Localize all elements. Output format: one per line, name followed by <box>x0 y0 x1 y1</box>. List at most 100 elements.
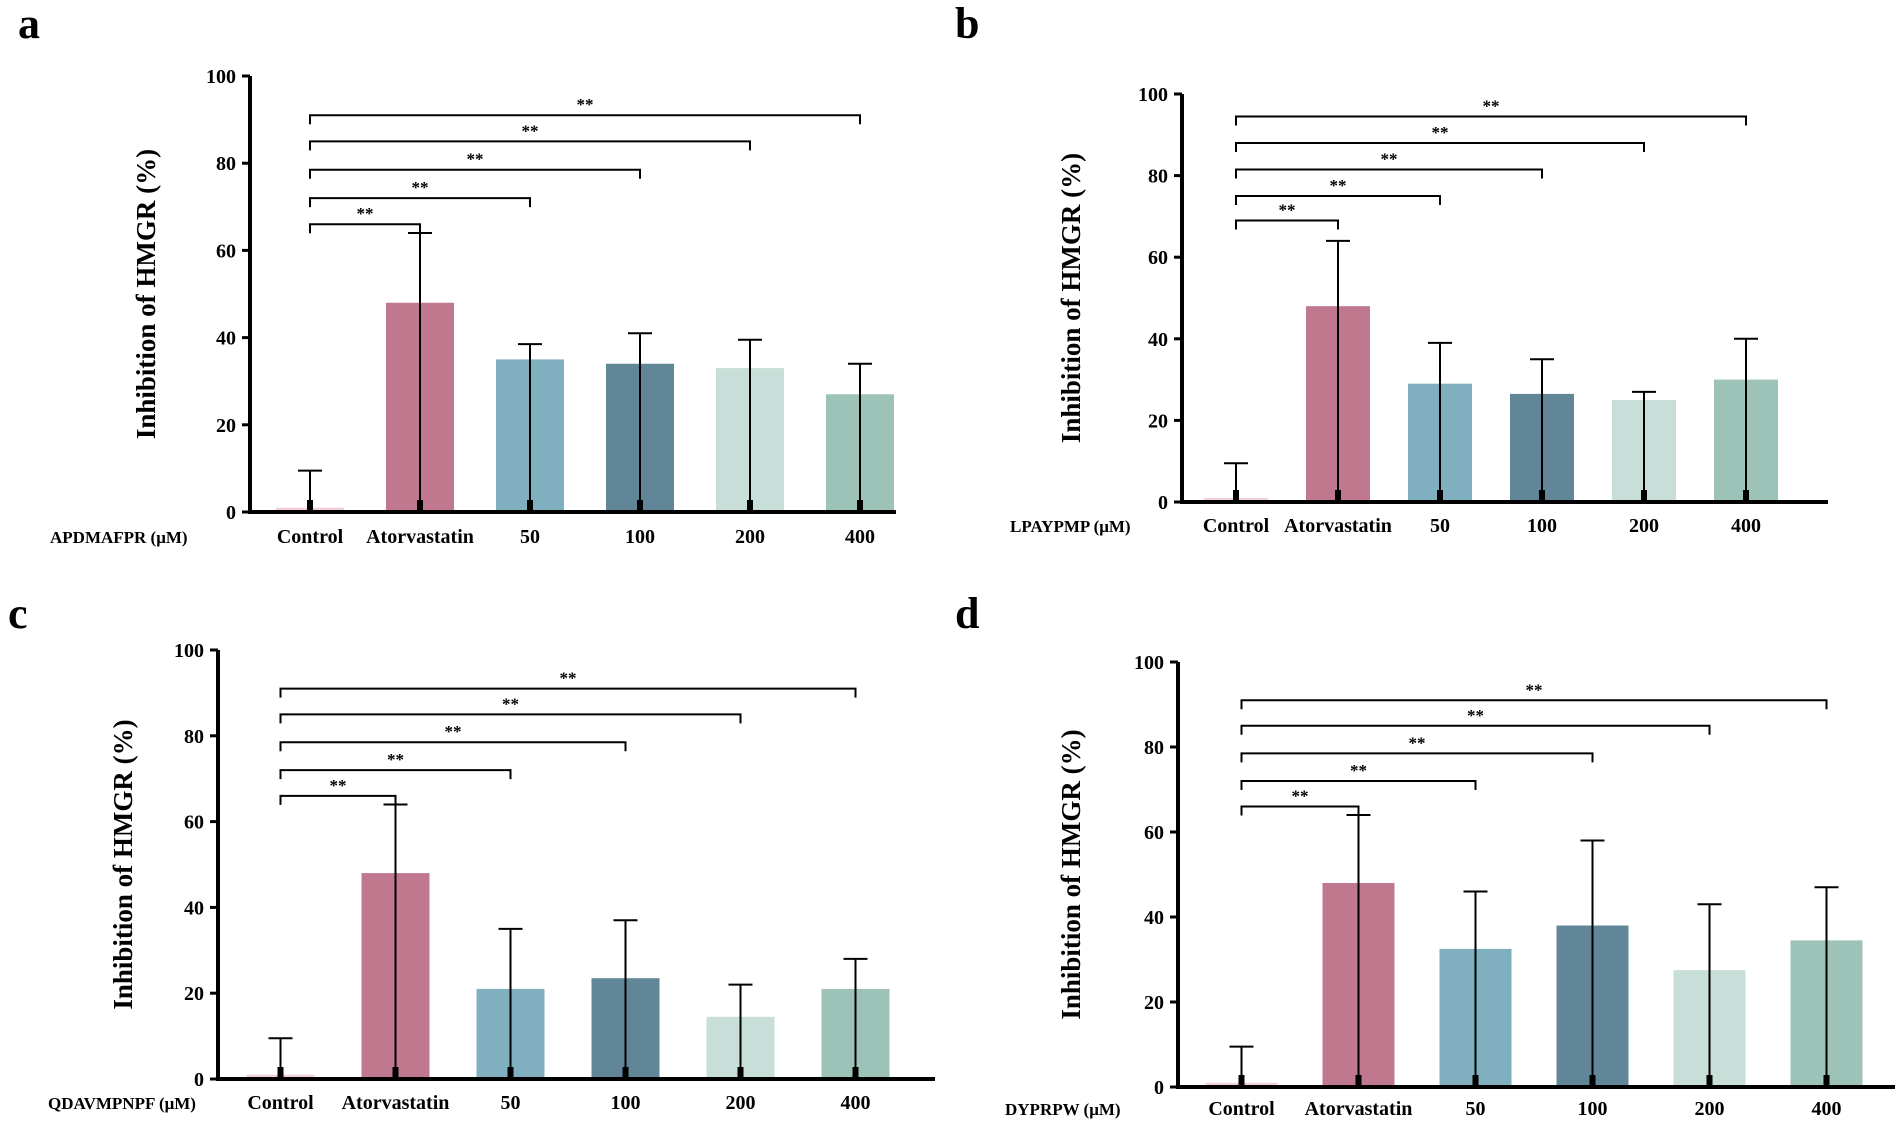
x-tick-label: 50 <box>501 1092 521 1114</box>
y-tick-label: 80 <box>184 726 204 748</box>
significance-bracket <box>279 769 512 780</box>
significance-bracket <box>1240 752 1594 763</box>
significance-label: ** <box>560 669 577 688</box>
x-axis-label: DYPRPW (μM) <box>1005 1100 1121 1119</box>
bar-base-marker <box>1472 1075 1479 1087</box>
significance-label: ** <box>357 204 374 223</box>
bar-base-marker <box>307 500 313 512</box>
x-tick-label: Control <box>277 526 344 548</box>
x-tick-label: Atorvastatin <box>342 1092 450 1114</box>
x-tick-label: 200 <box>726 1092 756 1114</box>
significance-label: ** <box>1526 680 1543 699</box>
significance-label: ** <box>412 178 429 197</box>
bar-base-marker <box>1823 1075 1830 1087</box>
significance-label: ** <box>445 722 462 741</box>
x-tick-label: 50 <box>520 526 540 548</box>
y-tick-label: 40 <box>184 897 204 919</box>
panel-a: a Inhibition of HMGR (%) 0 20 40 60 80 100 Contr… <box>18 0 896 548</box>
bar-base-marker <box>622 1067 629 1079</box>
significance-bracket <box>309 168 641 179</box>
significance-bracket <box>1235 115 1747 126</box>
significance-bracket <box>279 794 397 805</box>
bar-base-marker <box>857 500 863 512</box>
x-axis-label: APDMAFPR (μM) <box>50 528 188 547</box>
x-axis-label: LPAYPMP (μM) <box>1010 517 1131 536</box>
bar-base-marker <box>1743 490 1749 502</box>
y-tick-label: 80 <box>1148 166 1168 188</box>
y-axis-label: Inhibition of HMGR (%) <box>1056 729 1086 1019</box>
x-tick-label: Control <box>247 1092 314 1114</box>
significance-bracket <box>309 114 861 125</box>
significance-bracket <box>1240 724 1711 735</box>
significance-label: ** <box>1330 176 1347 195</box>
significance-bracket <box>309 223 421 234</box>
significance-label: ** <box>387 750 404 769</box>
panel-letter: a <box>18 0 40 48</box>
x-tick-label: 200 <box>735 526 765 548</box>
significance-bracket <box>1235 168 1543 179</box>
significance-label: ** <box>1381 149 1398 168</box>
bar-base-marker <box>1539 490 1545 502</box>
y-tick-label: 100 <box>206 66 236 88</box>
bar-base-marker <box>1335 490 1341 502</box>
x-tick-label: 200 <box>1629 515 1659 537</box>
x-tick-label: 50 <box>1466 1098 1486 1120</box>
significance-label: ** <box>502 694 519 713</box>
significance-label: ** <box>467 150 484 169</box>
x-tick-label: Control <box>1208 1098 1275 1120</box>
significance-bracket <box>1240 780 1477 790</box>
x-tick-label: Atorvastatin <box>1284 515 1392 537</box>
x-tick-label: 400 <box>845 526 875 548</box>
significance-bracket <box>1240 805 1360 816</box>
panel-d: d Inhibition of HMGR (%) 0 20 40 60 80 100 Contr… <box>955 589 1895 1120</box>
significance-bracket <box>1235 195 1441 205</box>
bar-base-marker <box>527 500 533 512</box>
y-tick-label: 20 <box>1148 410 1168 432</box>
x-tick-label: 100 <box>1578 1098 1608 1120</box>
x-tick-label: 400 <box>841 1092 871 1114</box>
y-tick-label: 80 <box>216 153 236 175</box>
y-tick-label: 60 <box>1148 247 1168 269</box>
significance-bracket <box>1235 219 1339 230</box>
y-tick-label: 20 <box>216 415 236 437</box>
y-axis-label: Inhibition of HMGR (%) <box>1056 153 1086 443</box>
significance-label: ** <box>1467 706 1484 725</box>
y-tick-label: 40 <box>1144 907 1164 929</box>
significance-label: ** <box>577 95 594 114</box>
y-tick-label: 40 <box>1148 329 1168 351</box>
x-tick-label: 100 <box>1527 515 1557 537</box>
x-tick-label: Control <box>1203 515 1270 537</box>
significance-bracket <box>279 713 742 724</box>
x-tick-label: 100 <box>611 1092 641 1114</box>
y-axis-label: Inhibition of HMGR (%) <box>131 149 161 439</box>
panel-b: b Inhibition of HMGR (%) 0 20 40 60 80 100 Contr… <box>955 0 1828 537</box>
x-tick-label: Atorvastatin <box>1305 1098 1413 1120</box>
significance-label: ** <box>1432 123 1449 142</box>
y-tick-label: 60 <box>184 812 204 834</box>
y-axis-label: Inhibition of HMGR (%) <box>108 719 138 1009</box>
y-tick-label: 100 <box>1138 84 1168 106</box>
significance-label: ** <box>330 776 347 795</box>
bar-base-marker <box>737 1067 744 1079</box>
x-tick-label: 100 <box>625 526 655 548</box>
significance-bracket <box>1235 141 1645 152</box>
significance-bracket <box>279 741 627 752</box>
y-tick-label: 60 <box>1144 822 1164 844</box>
panel-letter: d <box>955 589 979 638</box>
y-tick-label: 20 <box>1144 992 1164 1014</box>
bar-base-marker <box>1437 490 1443 502</box>
significance-label: ** <box>522 121 539 140</box>
y-tick-label: 0 <box>1158 492 1168 514</box>
bar-base-marker <box>507 1067 514 1079</box>
x-tick-label: 400 <box>1812 1098 1842 1120</box>
bar-base-marker <box>852 1067 859 1079</box>
significance-label: ** <box>1279 200 1296 219</box>
panel-letter: b <box>955 0 979 48</box>
significance-label: ** <box>1409 733 1426 752</box>
y-tick-label: 20 <box>184 983 204 1005</box>
bar-base-marker <box>1706 1075 1713 1087</box>
significance-label: ** <box>1292 787 1309 806</box>
y-tick-label: 0 <box>226 502 236 524</box>
panel-letter: c <box>8 589 28 638</box>
